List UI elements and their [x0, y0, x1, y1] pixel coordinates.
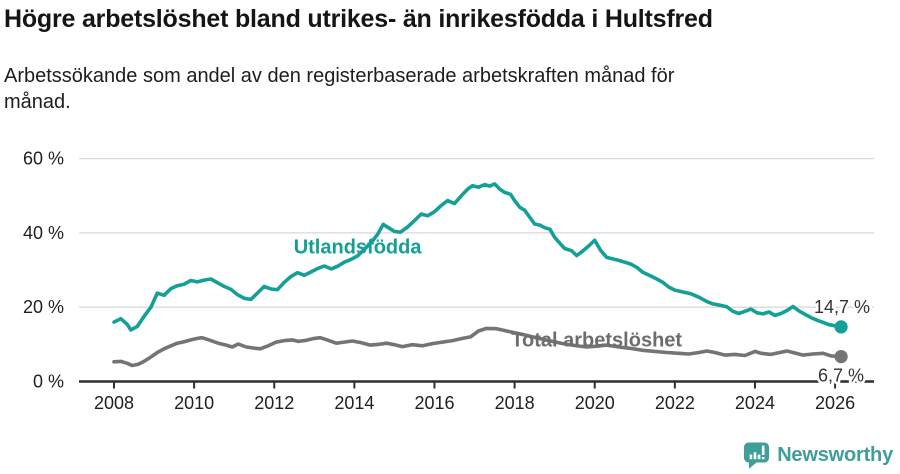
chart-title: Högre arbetslöshet bland utrikes- än inr…	[4, 5, 713, 33]
x-tick-label: 2010	[174, 393, 214, 413]
brand-footer: Newsworthy	[744, 442, 893, 469]
series-inline-label-0: Utlandsfödda	[294, 237, 423, 259]
series-inline-label-1: Total arbetslöshet	[511, 330, 682, 352]
series-end-dot-0	[834, 320, 848, 334]
x-tick-label: 2024	[735, 393, 775, 413]
y-tick-label: 40 %	[23, 223, 64, 243]
x-tick-label: 2022	[655, 393, 695, 413]
x-tick-label: 2014	[334, 393, 374, 413]
series-end-dot-1	[834, 350, 848, 364]
series-end-value-label-1: 6,7 %	[818, 366, 864, 386]
newsworthy-logo-icon	[744, 442, 770, 469]
x-tick-label: 2018	[495, 393, 535, 413]
series-end-value-label-0: 14,7 %	[814, 297, 870, 317]
chart-subtitle: Arbetssökande som andel av den registerb…	[4, 65, 675, 113]
x-tick-label: 2020	[575, 393, 615, 413]
x-tick-label: 2008	[94, 393, 134, 413]
series-line-0	[112, 182, 843, 332]
brand-name: Newsworthy	[777, 444, 893, 466]
x-tick-label: 2026	[815, 393, 855, 413]
y-tick-label: 60 %	[23, 149, 64, 169]
x-tick-label: 2016	[414, 393, 454, 413]
y-tick-label: 0 %	[33, 372, 64, 392]
x-tick-label: 2012	[254, 393, 294, 413]
y-tick-label: 20 %	[23, 297, 64, 317]
series-line-1	[112, 326, 843, 368]
